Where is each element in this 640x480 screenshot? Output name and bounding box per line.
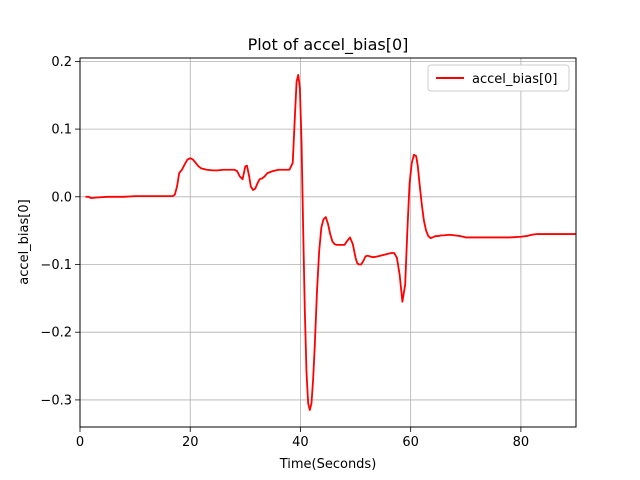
series-layer — [85, 74, 576, 411]
legend-box — [427, 64, 570, 92]
x-tick-label: 20 — [182, 435, 199, 450]
y-axis-ticks: −0.3 −0.2 −0.1 0.0 0.1 0.2 — [40, 55, 80, 408]
chart-title: Plot of accel_bias[0] — [248, 35, 409, 55]
x-axis-label: Time(Seconds) — [279, 457, 377, 472]
y-tick-label: −0.3 — [40, 393, 72, 408]
y-axis-label: accel_bias[0] — [17, 199, 32, 284]
legend-label: accel_bias[0] — [472, 72, 557, 87]
x-tick-label: 80 — [513, 435, 530, 450]
plot-frame — [79, 57, 577, 428]
y-tick-label: −0.2 — [40, 326, 72, 341]
legend: accel_bias[0] — [427, 64, 570, 92]
x-tick-label: 40 — [292, 435, 309, 450]
y-tick-label: 0.0 — [51, 190, 72, 205]
y-tick-label: 0.2 — [51, 55, 72, 70]
y-tick-label: 0.1 — [51, 123, 72, 138]
series-line — [85, 74, 576, 411]
x-tick-label: 60 — [402, 435, 419, 450]
x-tick-label: 0 — [76, 435, 84, 450]
x-axis-ticks: 0 20 40 60 80 — [76, 427, 529, 450]
y-tick-label: −0.1 — [40, 258, 72, 273]
